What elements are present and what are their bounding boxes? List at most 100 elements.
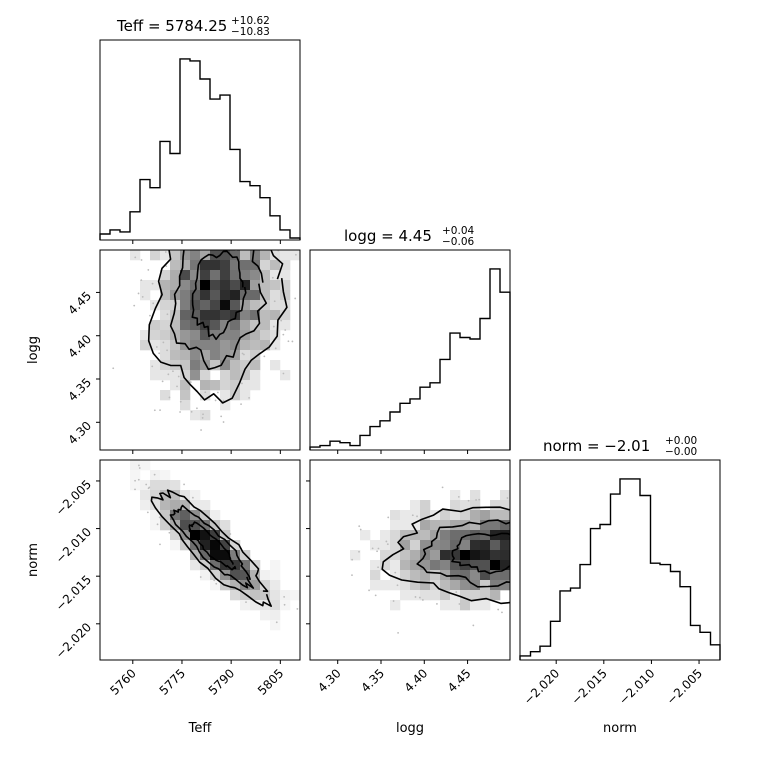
- density-cell: [500, 500, 510, 511]
- sample-point: [587, 542, 589, 544]
- density-cell: [150, 360, 161, 371]
- density-cell: [250, 380, 261, 391]
- density-cell: [170, 340, 181, 351]
- sample-point: [535, 526, 537, 528]
- sample-point: [557, 509, 559, 511]
- sample-point: [557, 541, 559, 543]
- x-tick-label-teff: 5775: [157, 666, 188, 697]
- sample-point: [214, 223, 216, 225]
- density-cell: [220, 320, 231, 331]
- sample-point: [219, 222, 221, 224]
- sample-point: [165, 265, 168, 268]
- density-cell: [470, 590, 481, 601]
- sample-point: [159, 409, 161, 412]
- density-cell: [390, 560, 401, 571]
- sample-point: [145, 483, 148, 486]
- sample-point: [179, 235, 181, 237]
- density-cell: [180, 490, 191, 501]
- density-cell: [230, 300, 241, 311]
- density-cell: [450, 540, 461, 551]
- sample-point: [583, 559, 585, 561]
- density-cell: [130, 470, 141, 481]
- sample-point: [560, 548, 562, 550]
- sample-point: [523, 557, 525, 559]
- sample-point: [555, 547, 557, 549]
- sample-point: [251, 194, 253, 196]
- density-cell: [490, 560, 501, 571]
- density-cell: [170, 500, 181, 511]
- sample-point: [228, 220, 230, 222]
- sample-point: [233, 232, 235, 234]
- sample-point: [155, 346, 158, 348]
- sample-point: [535, 573, 537, 575]
- sample-point: [385, 540, 388, 543]
- sample-point: [152, 302, 155, 305]
- sample-point: [472, 624, 475, 627]
- sample-point: [233, 181, 235, 183]
- sample-point: [570, 562, 572, 564]
- sample-point: [536, 567, 538, 569]
- sample-point: [243, 234, 245, 236]
- contour-line: [451, 532, 510, 575]
- sample-point: [180, 218, 182, 220]
- sample-point: [537, 577, 539, 579]
- density-cell: [270, 360, 281, 371]
- sample-point: [556, 564, 558, 566]
- density-cell: [270, 570, 281, 581]
- sample-point: [576, 540, 578, 542]
- density-cell: [150, 480, 161, 491]
- density-cell: [280, 590, 291, 601]
- sample-point: [246, 230, 248, 232]
- sample-point: [549, 571, 551, 573]
- density-cell: [200, 500, 211, 511]
- density-cell: [190, 350, 201, 361]
- sample-point: [576, 546, 578, 548]
- sample-point: [511, 590, 513, 592]
- density-cell: [470, 570, 481, 581]
- sample-point: [138, 467, 141, 469]
- sample-point: [531, 543, 533, 545]
- sample-point: [541, 534, 543, 536]
- sample-point: [541, 567, 543, 569]
- sample-point: [522, 538, 524, 540]
- density-cell: [160, 250, 171, 261]
- sample-point: [213, 579, 216, 582]
- density-cell: [500, 560, 510, 571]
- sample-point: [533, 578, 535, 580]
- sample-point: [525, 556, 527, 558]
- density-cell: [140, 290, 151, 301]
- sample-point: [291, 340, 294, 343]
- sample-point: [563, 519, 565, 521]
- density-cell: [210, 270, 221, 281]
- sample-point: [560, 564, 562, 566]
- density-cell: [190, 340, 201, 351]
- sample-point: [237, 214, 239, 216]
- sample-point: [559, 546, 561, 548]
- sample-point: [526, 519, 528, 521]
- density-cell: [160, 350, 171, 361]
- density-cell: [180, 250, 191, 261]
- density-cell: [150, 300, 161, 311]
- sample-point: [226, 174, 228, 176]
- density-cell: [390, 510, 401, 521]
- sample-point: [536, 557, 538, 559]
- density-cell: [500, 520, 510, 531]
- sample-point: [249, 228, 251, 230]
- sample-point: [532, 521, 534, 523]
- sample-point: [267, 233, 269, 235]
- sample-point: [515, 548, 517, 550]
- sample-point: [416, 515, 418, 518]
- sample-point: [542, 525, 544, 527]
- density-cell: [490, 570, 501, 581]
- density-cell: [140, 330, 151, 341]
- density-cell: [480, 520, 491, 531]
- title-norm: norm = −2.01: [543, 437, 650, 455]
- sample-point: [557, 537, 559, 539]
- density-cell: [230, 270, 241, 281]
- density-cell: [220, 310, 231, 321]
- sample-point: [386, 543, 389, 546]
- sample-point: [530, 571, 532, 573]
- panel-frame: [99, 39, 301, 241]
- sample-point: [610, 568, 612, 570]
- sample-point: [516, 537, 518, 539]
